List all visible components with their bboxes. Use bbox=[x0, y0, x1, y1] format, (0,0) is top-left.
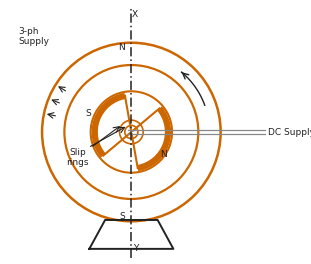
Text: X: X bbox=[132, 10, 138, 19]
Text: Y: Y bbox=[132, 244, 138, 253]
Text: N: N bbox=[160, 150, 167, 159]
Text: S: S bbox=[119, 211, 125, 220]
Text: Slip
rings: Slip rings bbox=[66, 148, 89, 167]
Text: 3-ph
Supply: 3-ph Supply bbox=[18, 27, 49, 46]
Text: S: S bbox=[86, 109, 91, 118]
Text: DC Supply: DC Supply bbox=[268, 128, 311, 136]
Text: N: N bbox=[118, 44, 125, 53]
